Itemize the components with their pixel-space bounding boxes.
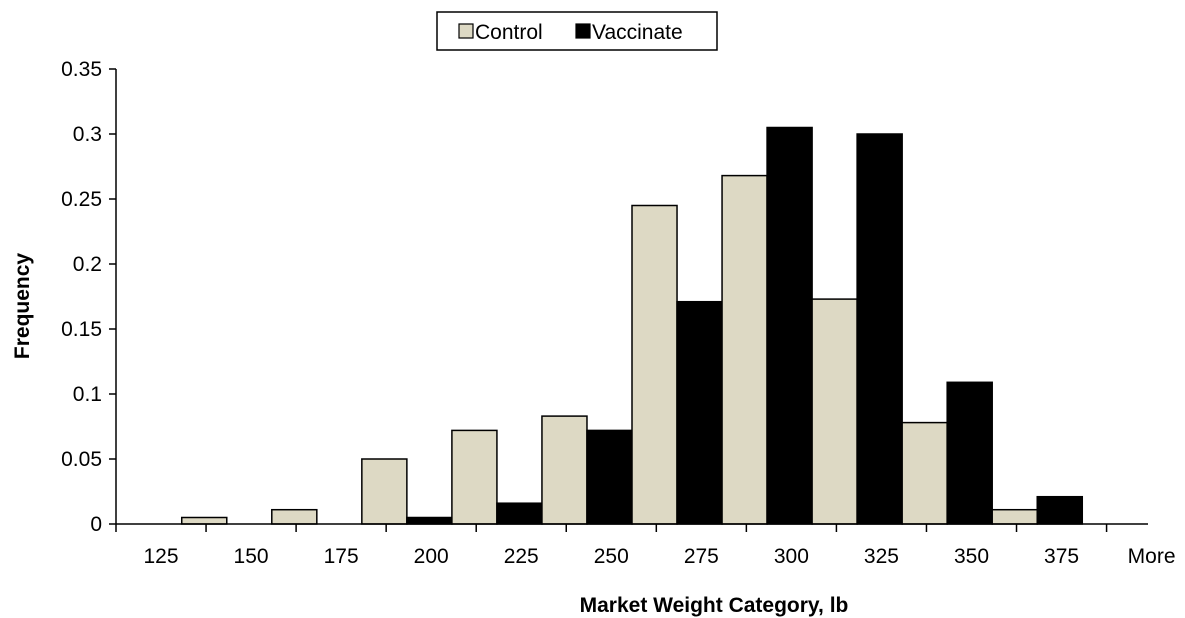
bar-control-150 <box>180 516 228 525</box>
bar-control-250 <box>541 415 588 525</box>
y-tick-label: 0.35 <box>61 58 102 81</box>
bar-vaccinate-200 <box>406 516 453 525</box>
bar-vaccinate-325 <box>856 133 903 525</box>
bar-vaccinate-350 <box>946 381 993 525</box>
legend-swatch-control <box>458 23 474 39</box>
bar-control-175 <box>271 508 318 525</box>
x-tick-label: 200 <box>414 545 449 568</box>
y-tick-label: 0.2 <box>73 253 102 276</box>
legend-swatch-vaccinate <box>575 23 591 39</box>
bar-vaccinate-375 <box>1036 495 1084 525</box>
y-axis-title: Frequency <box>11 253 34 360</box>
bar-vaccinate-275 <box>676 300 723 525</box>
bar-control-350 <box>901 421 948 525</box>
y-tick-label: 0.25 <box>61 188 102 211</box>
x-tick-label: 350 <box>954 545 989 568</box>
x-tick-label: 325 <box>864 545 899 568</box>
bar-control-325 <box>811 298 858 525</box>
x-axis: 125 150 175 200 225 250 275 300 325 350 375 More <box>115 523 1176 568</box>
y-tick-label: 0.3 <box>73 123 102 146</box>
legend: Control Vaccinate <box>436 11 718 51</box>
bar-vaccinate-250 <box>586 429 633 525</box>
y-tick-label: 0.15 <box>61 318 102 341</box>
bar-control-275 <box>631 204 678 525</box>
bar-vaccinate-225 <box>496 502 543 525</box>
x-tick-label: 300 <box>774 545 809 568</box>
y-tick-label: 0.05 <box>61 448 102 471</box>
x-tick-label: More <box>1128 545 1176 568</box>
legend-label-control: Control <box>475 21 543 44</box>
y-tick-label: 0.1 <box>73 383 102 406</box>
x-tick-label: 225 <box>504 545 539 568</box>
x-tick-label: 175 <box>324 545 359 568</box>
x-tick-label: 275 <box>684 545 719 568</box>
x-tick-label: 125 <box>144 545 179 568</box>
x-tick-label: 150 <box>234 545 269 568</box>
bar-control-300 <box>721 174 768 525</box>
bar-control-200 <box>361 458 408 525</box>
bar-vaccinate-300 <box>766 126 813 525</box>
y-tick-label: 0 <box>90 513 102 536</box>
legend-label-vaccinate: Vaccinate <box>592 21 683 44</box>
bars-layer <box>180 126 1084 525</box>
bar-control-375 <box>991 508 1038 525</box>
bar-control-225 <box>451 429 498 525</box>
x-tick-label: 375 <box>1044 545 1079 568</box>
x-tick-label: 250 <box>594 545 629 568</box>
y-axis: 0 0.05 0.1 0.15 0.2 0.25 0.3 0.35 <box>61 58 117 536</box>
x-axis-title: Market Weight Category, lb <box>580 594 849 617</box>
